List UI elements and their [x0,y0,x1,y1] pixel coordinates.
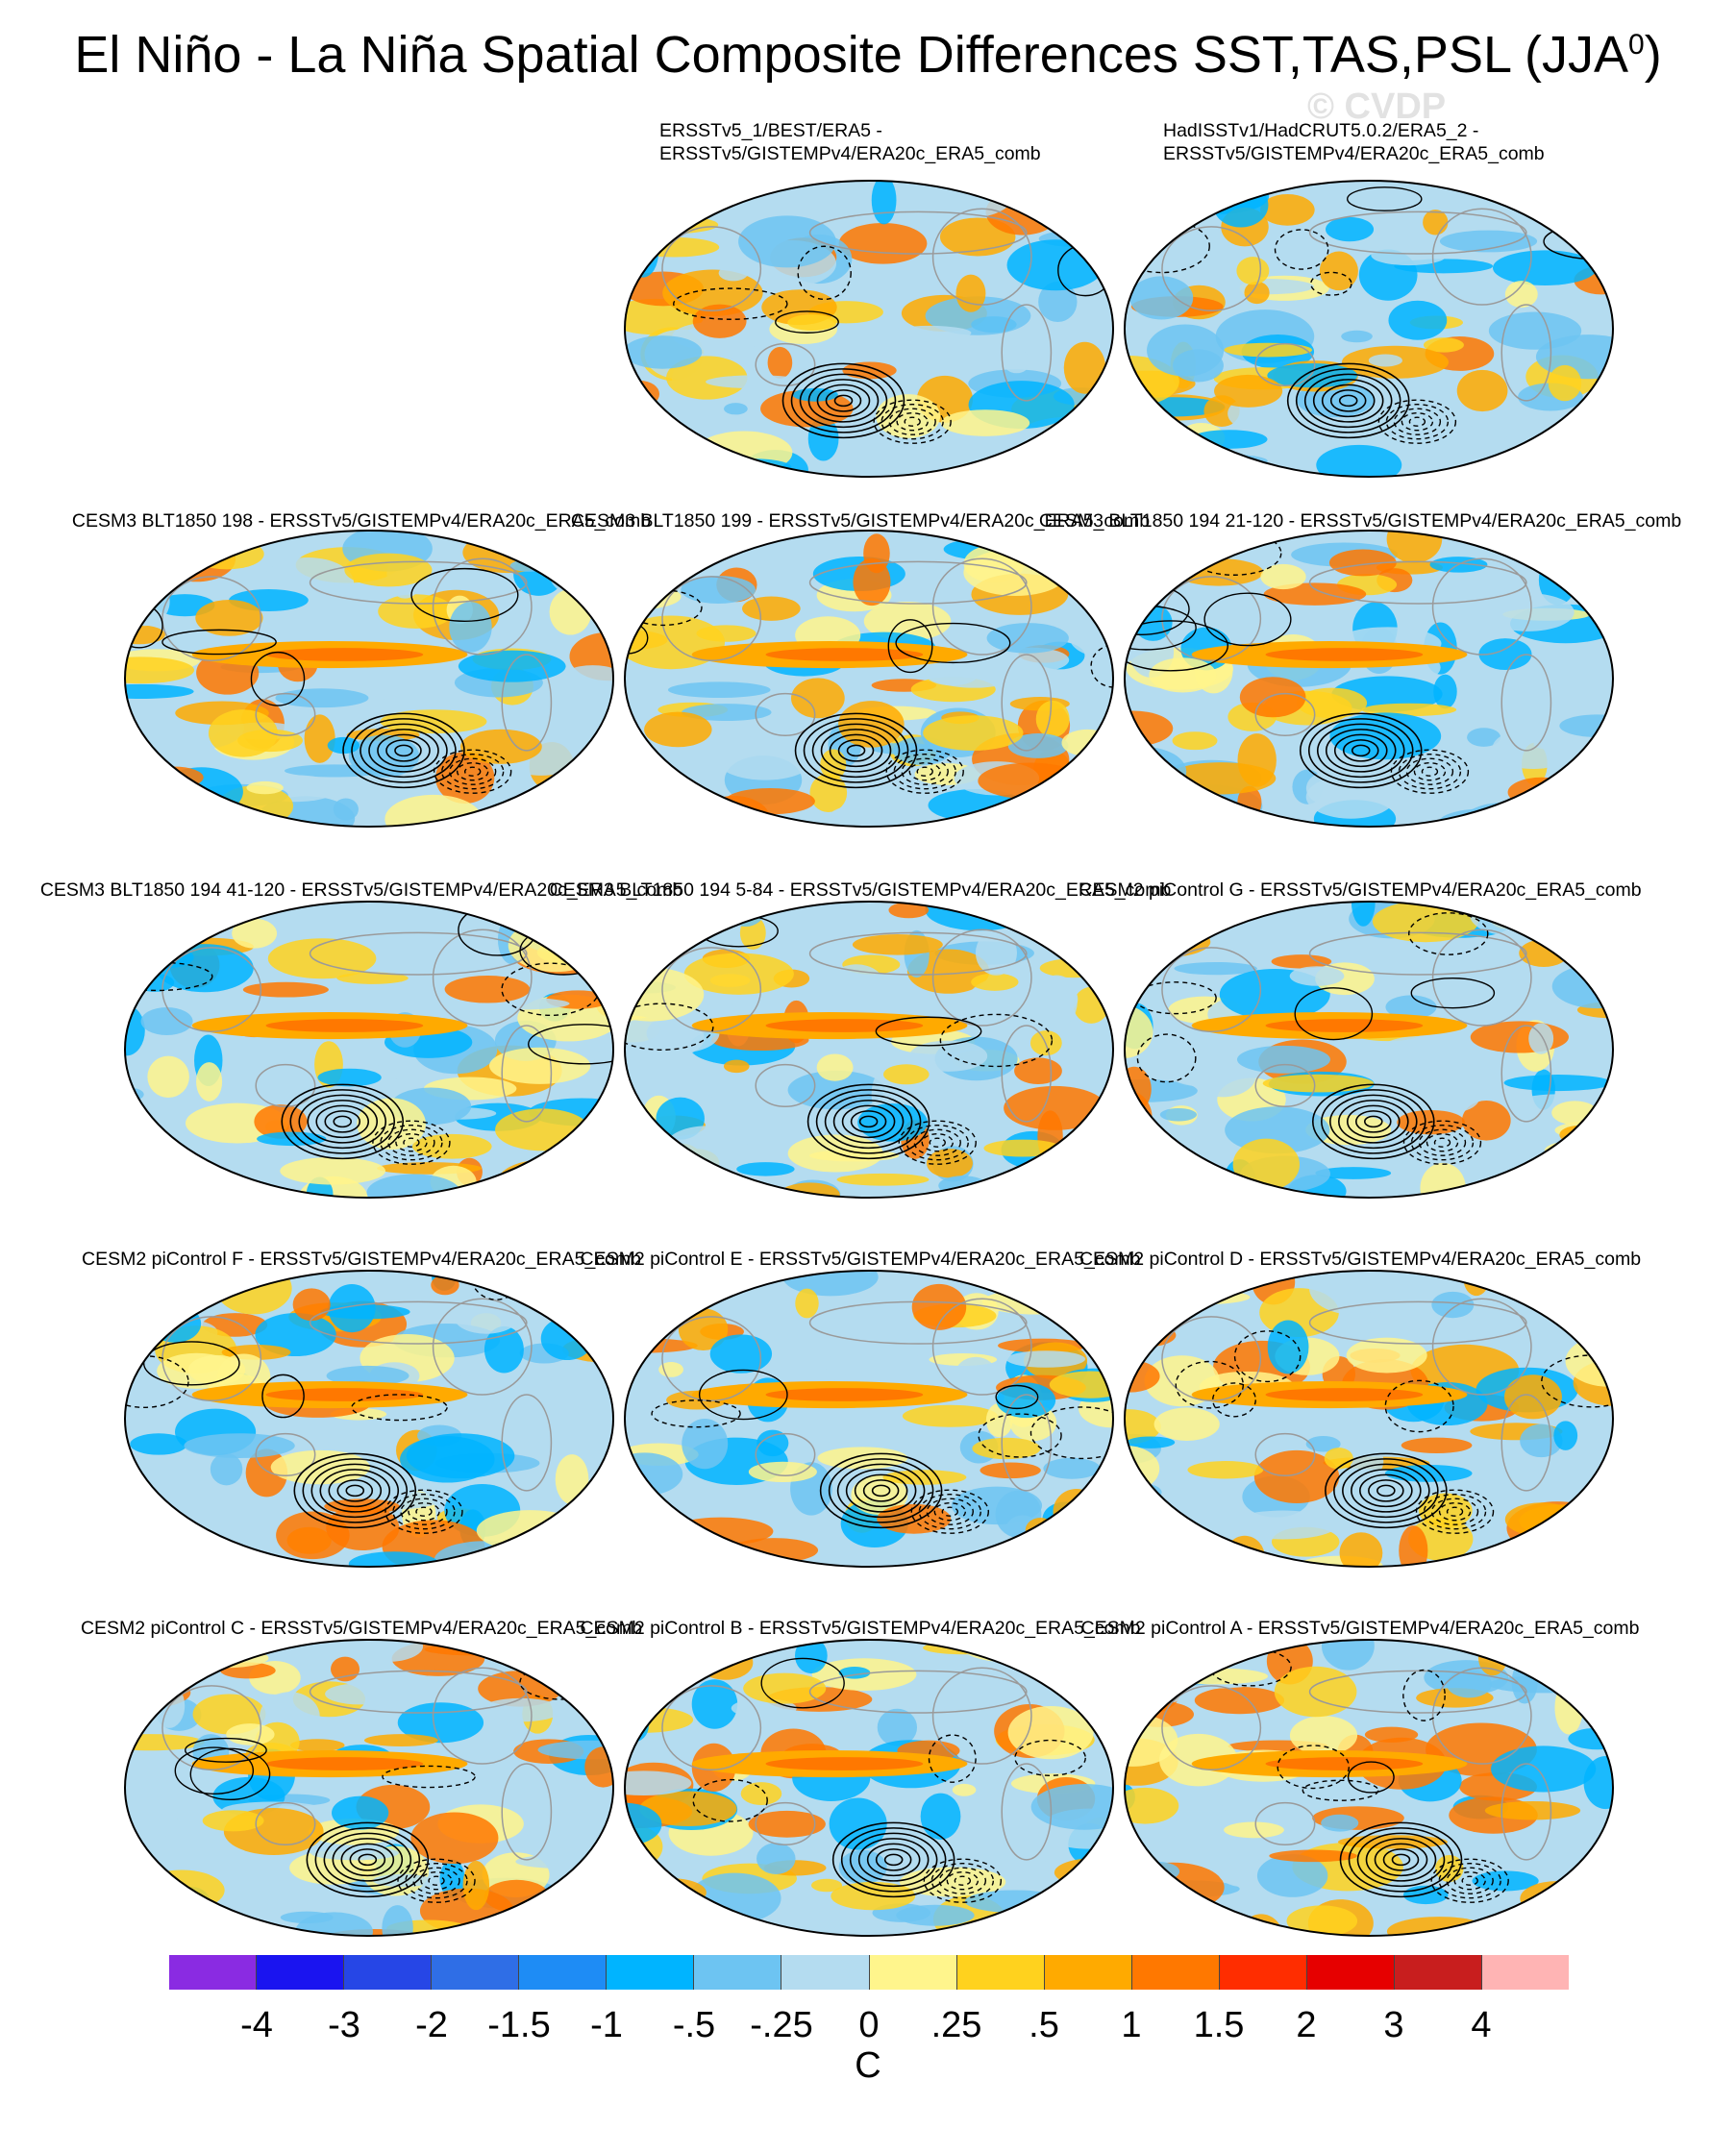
colorbar-swatch [432,1955,520,1990]
panel-title: CESM2 piControl C - ERSSTv5/GISTEMPv4/ER… [80,1618,643,1639]
colorbar-swatch [1131,1955,1220,1990]
composite-map [624,1270,1114,1568]
colorbar-swatch [607,1955,695,1990]
panel-title: CESM3 BLT1850 194 41-120 - ERSSTv5/GISTE… [39,879,683,901]
composite-map [1124,1639,1614,1937]
composite-map [124,1639,614,1937]
colorbar-tick-label: .25 [930,2005,982,2045]
colorbar-tick-label: -.25 [750,2005,813,2045]
composite-map [1124,530,1614,828]
composite-map [624,901,1114,1199]
composite-map [1124,901,1614,1199]
panel-title: CESM3 BLT1850 199 - ERSSTv5/GISTEMPv4/ER… [570,510,1151,532]
composite-map [124,1270,614,1568]
composite-map [124,530,614,828]
composite-map [624,530,1114,828]
composite-map [1124,1270,1614,1568]
colorbar-swatch [257,1955,345,1990]
colorbar [169,1955,1569,1990]
watermark: © CVDP [1307,87,1447,127]
colorbar-swatch [869,1955,957,1990]
panel-title: CESM2 piControl D - ERSSTv5/GISTEMPv4/ER… [1079,1249,1642,1270]
panel-title: CESM2 piControl G - ERSSTv5/GISTEMPv4/ER… [1079,879,1642,901]
composite-map [624,180,1114,478]
colorbar-swatch [1306,1955,1395,1990]
colorbar-unit: C [855,2045,881,2086]
colorbar-tick-label: -3 [328,2005,360,2045]
composite-map [1124,180,1614,478]
composite-map [624,1639,1114,1937]
panel-title: HadISSTv1/HadCRUT5.0.2/ERA5_2 - ERSSTv5/G… [1163,120,1545,164]
colorbar-tick-label: -4 [240,2005,273,2045]
panel-title: CESM2 piControl B - ERSSTv5/GISTEMPv4/ER… [580,1618,1141,1639]
colorbar-swatch [1394,1955,1482,1990]
colorbar-tick-label: 1 [1121,2005,1142,2045]
panel-title: ERSSTv5_1/BEST/ERA5 - ERSSTv5/GISTEMPv4/E… [659,120,1041,164]
colorbar-tick-label: 3 [1383,2005,1404,2045]
colorbar-tick-label: 2 [1296,2005,1317,2045]
colorbar-tick-label: -.5 [672,2005,716,2045]
panel-title: CESM2 piControl F - ERSSTv5/GISTEMPv4/ER… [82,1249,641,1270]
colorbar-swatch [519,1955,608,1990]
panel-title: CESM2 piControl E - ERSSTv5/GISTEMPv4/ER… [580,1249,1141,1270]
colorbar-swatch [1044,1955,1132,1990]
colorbar-swatch [694,1955,782,1990]
colorbar-tick-label: -2 [415,2005,448,2045]
colorbar-swatch [956,1955,1045,1990]
colorbar-swatch [1219,1955,1307,1990]
colorbar-tick-label: -1.5 [487,2005,551,2045]
colorbar-swatch [344,1955,433,1990]
colorbar-tick-label: 0 [858,2005,880,2045]
composite-map [124,901,614,1199]
panel-title: CESM3 BLT1850 194 21-120 - ERSSTv5/GISTE… [1038,510,1682,532]
panel-title: CESM3 BLT1850 194 5-84 - ERSSTv5/GISTEMP… [549,879,1172,901]
colorbar-tick-label: -1 [590,2005,623,2045]
panel-title: CESM2 piControl A - ERSSTv5/GISTEMPv4/ER… [1080,1618,1640,1639]
panel-title: CESM3 BLT1850 198 - ERSSTv5/GISTEMPv4/ER… [71,510,652,532]
colorbar-tick-label: 1.5 [1193,2005,1245,2045]
figure-title: El Niño - La Niña Spatial Composite Diff… [74,26,1662,84]
colorbar-tick-label: 4 [1471,2005,1492,2045]
colorbar-swatch [169,1955,258,1990]
colorbar-tick-label: .5 [1029,2005,1059,2045]
colorbar-swatch [781,1955,870,1990]
colorbar-swatch [1481,1955,1569,1990]
